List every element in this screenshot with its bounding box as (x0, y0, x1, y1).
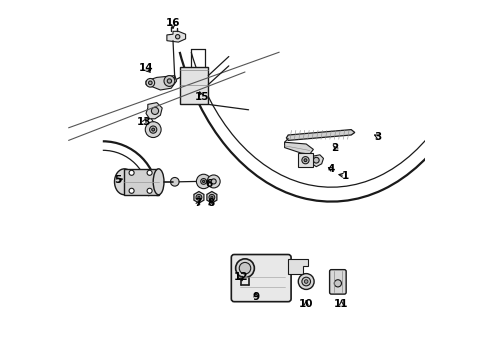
Bar (124, 169, 159, 195)
Text: 7: 7 (195, 198, 202, 208)
Circle shape (175, 35, 180, 39)
Circle shape (196, 174, 211, 189)
Text: 2: 2 (331, 143, 339, 153)
Circle shape (167, 79, 171, 83)
Circle shape (302, 277, 311, 286)
Circle shape (164, 76, 175, 86)
Polygon shape (286, 130, 355, 140)
Text: 1: 1 (342, 171, 349, 181)
Circle shape (196, 194, 202, 200)
Circle shape (145, 122, 161, 138)
Ellipse shape (239, 262, 251, 274)
Text: 9: 9 (252, 292, 259, 302)
Text: 4: 4 (328, 164, 335, 174)
Polygon shape (288, 259, 308, 274)
Polygon shape (311, 155, 323, 167)
Circle shape (211, 179, 216, 184)
Text: 15: 15 (195, 92, 209, 102)
Circle shape (149, 126, 157, 133)
Text: 3: 3 (374, 132, 382, 142)
Circle shape (198, 196, 200, 198)
Polygon shape (146, 76, 176, 90)
Circle shape (147, 188, 152, 193)
Circle shape (171, 177, 179, 186)
Circle shape (152, 128, 155, 131)
Circle shape (147, 170, 152, 175)
Bar (180, 67, 208, 104)
Circle shape (302, 157, 309, 164)
FancyBboxPatch shape (231, 255, 291, 302)
Text: 14: 14 (139, 63, 153, 73)
Ellipse shape (115, 169, 134, 195)
Polygon shape (285, 142, 314, 154)
Circle shape (129, 170, 134, 175)
FancyBboxPatch shape (330, 270, 346, 294)
Circle shape (304, 280, 308, 283)
Circle shape (148, 81, 152, 85)
Text: 8: 8 (207, 198, 215, 208)
Ellipse shape (153, 169, 164, 195)
Polygon shape (167, 31, 186, 42)
Circle shape (334, 280, 342, 287)
Bar (298, 153, 313, 167)
Circle shape (202, 180, 205, 183)
Text: 5: 5 (115, 175, 122, 185)
Polygon shape (146, 103, 162, 119)
Circle shape (314, 157, 319, 163)
Circle shape (129, 188, 134, 193)
Circle shape (298, 274, 314, 289)
Text: 12: 12 (233, 272, 248, 282)
Circle shape (207, 175, 220, 188)
Text: 11: 11 (334, 299, 349, 309)
Polygon shape (207, 192, 217, 203)
Circle shape (146, 78, 155, 87)
Polygon shape (194, 192, 204, 203)
Ellipse shape (236, 259, 254, 278)
Text: 10: 10 (299, 299, 314, 309)
Circle shape (211, 196, 213, 198)
Text: 16: 16 (166, 18, 180, 28)
Circle shape (304, 159, 307, 162)
Text: 13: 13 (137, 117, 151, 127)
Circle shape (201, 179, 206, 184)
Circle shape (209, 194, 215, 200)
Text: 6: 6 (205, 179, 213, 189)
Circle shape (151, 107, 159, 114)
